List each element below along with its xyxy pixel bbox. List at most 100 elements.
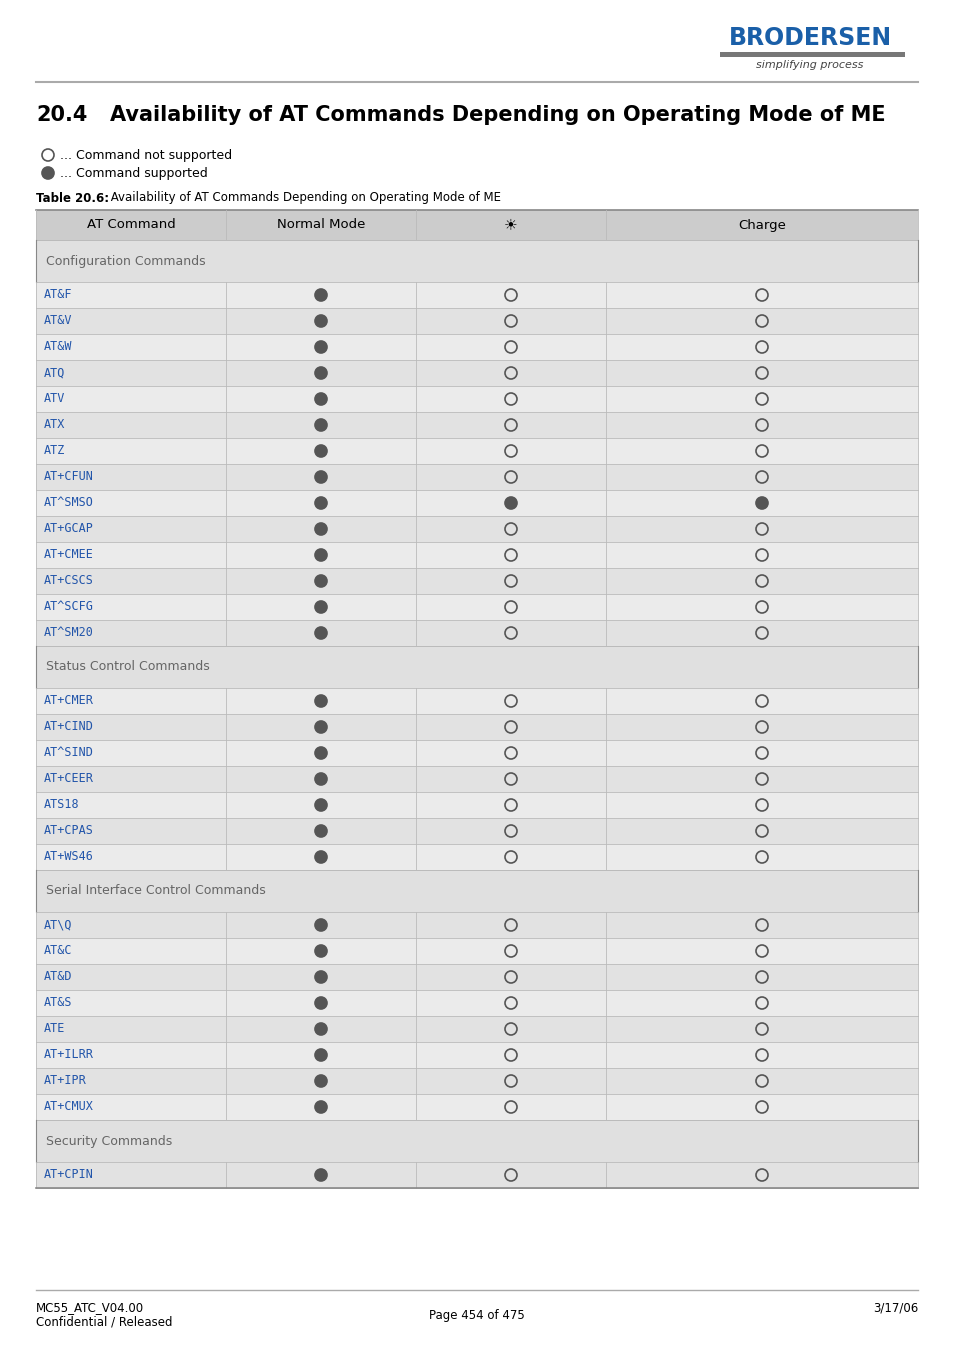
Ellipse shape [314, 1101, 327, 1113]
Text: BRODERSEN: BRODERSEN [728, 26, 891, 50]
Text: AT&S: AT&S [44, 997, 72, 1009]
Bar [36, 240, 917, 282]
Text: Page 454 of 475: Page 454 of 475 [429, 1309, 524, 1321]
Text: ATV: ATV [44, 393, 66, 405]
Ellipse shape [314, 289, 327, 301]
Text: simplifying process: simplifying process [756, 59, 862, 70]
Bar [36, 965, 917, 990]
Text: AT^SM20: AT^SM20 [44, 627, 93, 639]
Text: AT+CMER: AT+CMER [44, 694, 93, 708]
Ellipse shape [504, 497, 517, 509]
Text: ATZ: ATZ [44, 444, 66, 458]
Ellipse shape [314, 997, 327, 1009]
Bar [36, 463, 917, 490]
Text: Serial Interface Control Commands: Serial Interface Control Commands [46, 885, 266, 897]
Bar [36, 620, 917, 646]
Ellipse shape [314, 523, 327, 535]
Bar [36, 1016, 917, 1042]
Ellipse shape [314, 601, 327, 613]
Ellipse shape [314, 497, 327, 509]
Text: 20.4: 20.4 [36, 105, 88, 126]
Ellipse shape [42, 168, 54, 178]
Ellipse shape [314, 419, 327, 431]
Ellipse shape [314, 944, 327, 957]
Ellipse shape [314, 340, 327, 353]
Bar [36, 412, 917, 438]
Bar [36, 688, 917, 713]
Text: AT+WS46: AT+WS46 [44, 851, 93, 863]
Bar [36, 282, 917, 308]
Bar [36, 490, 917, 516]
Text: Configuration Commands: Configuration Commands [46, 254, 206, 267]
Ellipse shape [314, 721, 327, 734]
Ellipse shape [314, 1169, 327, 1181]
Bar [36, 938, 917, 965]
Ellipse shape [314, 971, 327, 984]
Ellipse shape [755, 497, 767, 509]
Bar [36, 817, 917, 844]
Text: Charge: Charge [738, 219, 785, 231]
Ellipse shape [314, 367, 327, 380]
Text: Availability of AT Commands Depending on Operating Mode of ME: Availability of AT Commands Depending on… [110, 105, 884, 126]
Text: ☀: ☀ [503, 218, 517, 232]
Text: ATE: ATE [44, 1023, 66, 1035]
Text: AT+CIND: AT+CIND [44, 720, 93, 734]
Text: AT+GCAP: AT+GCAP [44, 523, 93, 535]
Bar [36, 766, 917, 792]
Text: Confidential / Released: Confidential / Released [36, 1316, 172, 1328]
Text: AT\Q: AT\Q [44, 919, 72, 931]
Bar [36, 1069, 917, 1094]
Text: AT Command: AT Command [87, 219, 175, 231]
Ellipse shape [314, 851, 327, 863]
Text: Status Control Commands: Status Control Commands [46, 661, 210, 674]
Text: AT+CEER: AT+CEER [44, 773, 93, 785]
Bar [720, 51, 904, 57]
Bar [36, 1162, 917, 1188]
Bar [36, 334, 917, 359]
Ellipse shape [314, 471, 327, 484]
Bar [36, 1094, 917, 1120]
Text: ATQ: ATQ [44, 366, 66, 380]
Text: ... Command not supported: ... Command not supported [60, 149, 232, 162]
Bar [36, 792, 917, 817]
Ellipse shape [314, 627, 327, 639]
Bar [36, 1120, 917, 1162]
Bar [36, 646, 917, 688]
Text: Table 20.6:: Table 20.6: [36, 192, 109, 204]
Text: AT&F: AT&F [44, 289, 72, 301]
Text: ... Command supported: ... Command supported [60, 166, 208, 180]
Ellipse shape [314, 393, 327, 405]
Text: AT^SMSO: AT^SMSO [44, 497, 93, 509]
Text: AT+ILRR: AT+ILRR [44, 1048, 93, 1062]
Ellipse shape [314, 315, 327, 327]
Text: AT^SIND: AT^SIND [44, 747, 93, 759]
Text: AT&V: AT&V [44, 315, 72, 327]
Ellipse shape [314, 1075, 327, 1088]
Ellipse shape [314, 747, 327, 759]
Text: AT&C: AT&C [44, 944, 72, 958]
Text: MC55_ATC_V04.00: MC55_ATC_V04.00 [36, 1301, 144, 1315]
Text: AT^SCFG: AT^SCFG [44, 600, 93, 613]
Bar [36, 990, 917, 1016]
Ellipse shape [314, 1048, 327, 1061]
Text: ATS18: ATS18 [44, 798, 79, 812]
Ellipse shape [314, 1023, 327, 1035]
Bar [36, 1042, 917, 1069]
Text: AT+CFUN: AT+CFUN [44, 470, 93, 484]
Bar [36, 844, 917, 870]
Bar [36, 542, 917, 567]
Bar [36, 359, 917, 386]
Text: AT+CPIN: AT+CPIN [44, 1169, 93, 1182]
Ellipse shape [314, 825, 327, 838]
Bar [36, 594, 917, 620]
Text: Normal Mode: Normal Mode [276, 219, 365, 231]
Ellipse shape [314, 798, 327, 811]
Text: AT&D: AT&D [44, 970, 72, 984]
Ellipse shape [314, 444, 327, 457]
Bar [36, 870, 917, 912]
Ellipse shape [314, 773, 327, 785]
Text: AT+IPR: AT+IPR [44, 1074, 87, 1088]
Bar [36, 438, 917, 463]
Text: Availability of AT Commands Depending on Operating Mode of ME: Availability of AT Commands Depending on… [107, 192, 500, 204]
Text: 3/17/06: 3/17/06 [872, 1301, 917, 1315]
